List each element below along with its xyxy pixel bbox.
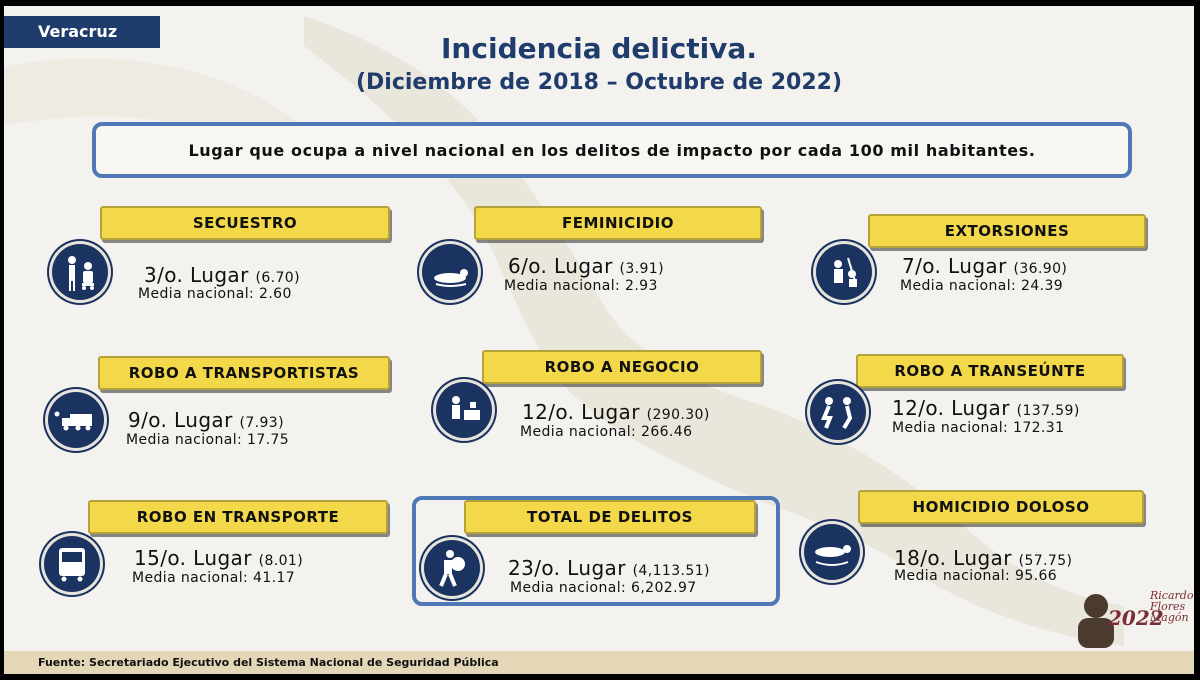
total-highlight-box [412,496,780,606]
rank-extorsiones: 7/o. Lugar (36.90) [902,254,1068,278]
description-box: Lugar que ocupa a nivel nacional en los … [92,122,1132,178]
extortion-icon [816,244,872,300]
rank-secuestro: 3/o. Lugar (6.70) [144,263,300,287]
rank-robo-transeunte: 12/o. Lugar (137.59) [892,396,1080,420]
label-homicidio-doloso: HOMICIDIO DOLOSO [858,490,1144,524]
label-secuestro: SECUESTRO [100,206,390,240]
label-robo-negocio: ROBO A NEGOCIO [482,350,762,384]
business-robbery-icon [436,382,492,438]
label-robo-transportistas: ROBO A TRANSPORTISTAS [98,356,390,390]
logo-name: Ricardo Flores Magón [1150,589,1194,624]
source-footer: Fuente: Secretariado Ejecutivo del Siste… [4,651,1194,674]
media-secuestro: Media nacional: 2.60 [138,286,292,302]
page-title: Incidencia delictiva. [441,32,757,65]
label-robo-transeunte: ROBO A TRANSEÚNTE [856,354,1124,388]
kidnapping-icon [52,244,108,300]
rank-robo-transportistas: 9/o. Lugar (7.93) [128,408,284,432]
media-robo-negocio: Media nacional: 266.46 [520,424,693,440]
media-feminicidio: Media nacional: 2.93 [504,278,658,294]
logo-year: 2022 [1108,606,1164,630]
homicide-icon [804,524,860,580]
label-feminicidio: FEMINICIDIO [474,206,762,240]
page-subtitle: (Diciembre de 2018 – Octubre de 2022) [355,70,843,95]
label-total-delitos: TOTAL DE DELITOS [464,500,756,534]
media-homicidio-doloso: Media nacional: 95.66 [894,568,1058,584]
flores-magon-logo [1078,594,1114,648]
region-tab: Veracruz [4,16,160,48]
rank-robo-transporte: 15/o. Lugar (8.01) [134,546,304,570]
rank-total-delitos: 23/o. Lugar (4,113.51) [508,556,710,580]
media-robo-transeunte: Media nacional: 172.31 [892,420,1065,436]
rank-feminicidio: 6/o. Lugar (3.91) [508,254,664,278]
femicide-icon [422,244,478,300]
description-text: Lugar que ocupa a nivel nacional en los … [188,140,1036,160]
rank-homicidio-doloso: 18/o. Lugar (57.75) [894,546,1073,570]
rank-robo-negocio: 12/o. Lugar (290.30) [522,400,710,424]
label-extorsiones: EXTORSIONES [868,214,1146,248]
media-total-delitos: Media nacional: 6,202.97 [510,580,697,596]
bus-icon [44,536,100,592]
media-extorsiones: Media nacional: 24.39 [900,278,1064,294]
thief-icon [424,540,480,596]
media-robo-transportistas: Media nacional: 17.75 [126,432,290,448]
slide-canvas: Veracruz Incidencia delictiva. (Diciembr… [4,6,1194,674]
pedestrian-robbery-icon [810,384,866,440]
truck-robbery-icon [48,392,104,448]
label-robo-transporte: ROBO EN TRANSPORTE [88,500,388,534]
media-robo-transporte: Media nacional: 41.17 [132,570,296,586]
